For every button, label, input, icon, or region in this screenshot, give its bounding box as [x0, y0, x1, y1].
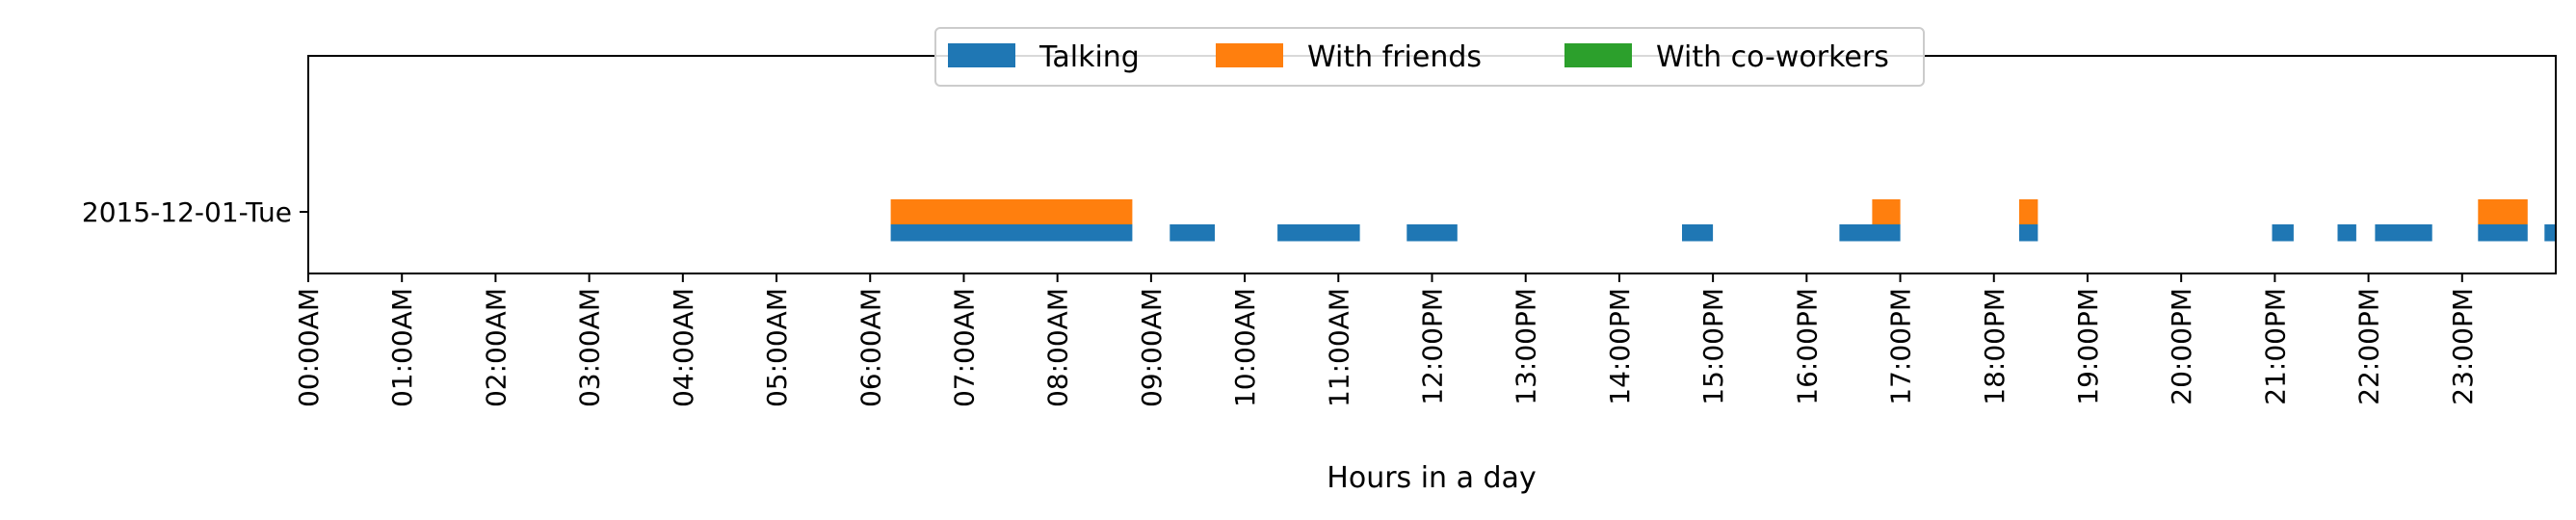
x-tick-label: 22:00PM: [2353, 288, 2385, 405]
x-tick-label: 11:00AM: [1323, 288, 1354, 407]
x-tick-label: 08:00AM: [1042, 288, 1074, 407]
legend-swatch-talking: [948, 43, 1015, 67]
y-axis: 2015-12-01-Tue: [82, 196, 308, 228]
x-tick-label: 20:00PM: [2166, 288, 2197, 405]
legend-label-with-friends: With friends: [1307, 40, 1482, 74]
x-tick-label: 10:00AM: [1229, 288, 1261, 407]
legend-swatch-with-co-workers: [1564, 43, 1632, 67]
x-tick-label: 05:00AM: [761, 288, 793, 407]
bar-talking: [2478, 224, 2528, 242]
bar-talking: [2375, 224, 2432, 242]
x-tick-label: 18:00PM: [1979, 288, 2011, 405]
bar-talking: [1170, 224, 1215, 242]
x-tick-label: 04:00AM: [668, 288, 699, 407]
x-tick-label: 01:00AM: [386, 288, 418, 407]
bar-with-friends: [1872, 199, 1901, 224]
bar-talking: [2019, 224, 2038, 242]
bar-with-friends: [890, 199, 1133, 224]
legend-label-with-co-workers: With co-workers: [1656, 40, 1889, 74]
interval-bars: [890, 199, 2556, 242]
legend-swatch-with-friends: [1216, 43, 1283, 67]
x-tick-label: 16:00PM: [1791, 288, 1823, 405]
x-axis-label: Hours in a day: [1327, 461, 1536, 495]
legend: Talking With friends With co-workers: [934, 27, 1925, 87]
bar-with-friends: [2478, 199, 2528, 224]
y-tick-label: 2015-12-01-Tue: [82, 196, 292, 228]
x-tick-label: 12:00PM: [1417, 288, 1449, 405]
x-tick-label: 02:00AM: [480, 288, 512, 407]
x-tick-label: 23:00PM: [2447, 288, 2479, 405]
x-tick-label: 09:00AM: [1136, 288, 1168, 407]
x-tick-label: 13:00PM: [1511, 288, 1542, 405]
legend-frame: [934, 27, 1925, 87]
bar-with-friends: [2019, 199, 2038, 224]
x-axis: 00:00AM 01:00AM 02:00AM 03:00AM 04:00AM 05:00…: [293, 273, 2479, 407]
x-tick-label: 15:00PM: [1697, 288, 1729, 405]
x-tick-label: 21:00PM: [2259, 288, 2291, 405]
x-tick-label: 00:00AM: [293, 288, 325, 407]
bar-talking: [2337, 224, 2356, 242]
bar-talking: [2544, 224, 2556, 242]
x-tick-label: 19:00PM: [2072, 288, 2104, 405]
bar-talking: [1406, 224, 1458, 242]
bar-talking: [1839, 224, 1901, 242]
bar-talking: [1682, 224, 1714, 242]
bar-talking: [890, 224, 1133, 242]
x-tick-label: 06:00AM: [854, 288, 886, 407]
x-tick-label: 07:00AM: [949, 288, 981, 407]
bar-talking: [1277, 224, 1360, 242]
x-tick-label: 14:00PM: [1604, 288, 1636, 405]
legend-label-talking: Talking: [1038, 40, 1140, 74]
bar-talking: [2272, 224, 2294, 242]
x-tick-label: 17:00PM: [1885, 288, 1917, 405]
x-tick-label: 03:00AM: [574, 288, 606, 407]
